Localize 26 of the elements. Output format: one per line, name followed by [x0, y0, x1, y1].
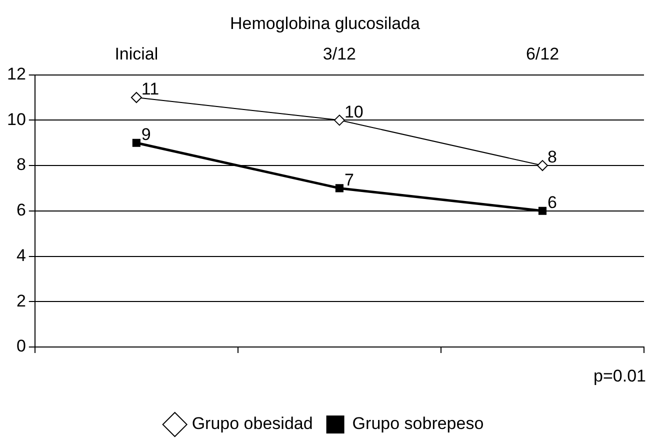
chart-title: Hemoglobina glucosilada: [230, 14, 421, 33]
y-tick-label: 6: [16, 200, 26, 220]
point: [538, 206, 547, 215]
legend-label: Grupo obesidad: [192, 414, 313, 434]
point: [536, 160, 548, 172]
y-tick-label: 0: [16, 336, 26, 356]
y-tick-label: 12: [6, 64, 26, 84]
point: [130, 92, 142, 103]
x-tick-label: 3/12: [322, 44, 356, 64]
data-label: 9: [141, 125, 151, 144]
x-tick-label: 6/12: [526, 44, 560, 64]
y-tick-label: 4: [16, 246, 26, 265]
data-label: 7: [344, 170, 354, 190]
y-tick-label: 10: [6, 110, 26, 129]
y-tick-label: 2: [16, 291, 26, 310]
legend-label: Grupo sobrepeso: [352, 414, 484, 434]
data-label: 8: [547, 148, 557, 167]
x-tick-label: Inicial: [114, 44, 158, 64]
point: [335, 184, 344, 192]
data-label: 11: [141, 80, 160, 99]
point: [334, 114, 345, 126]
data-label: 6: [547, 193, 557, 212]
data-label: 10: [344, 102, 364, 122]
text: p=0.01: [594, 366, 646, 386]
y-tick-label: 8: [16, 155, 26, 174]
point: [132, 138, 140, 147]
